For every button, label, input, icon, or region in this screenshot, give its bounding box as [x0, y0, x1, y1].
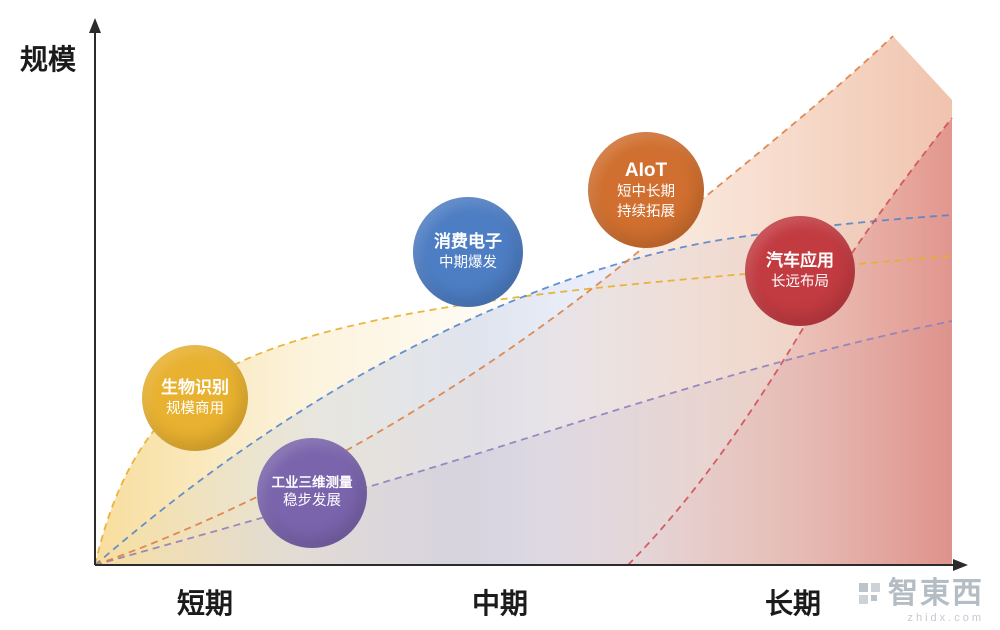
area-automotive	[628, 118, 952, 565]
bubble-consumer-electronics: 消费电子 中期爆发	[413, 197, 523, 307]
bubble-consumer-electronics-title: 消费电子	[434, 231, 502, 251]
curve-aiot	[94, 35, 894, 566]
bubble-biometric-title: 生物识别	[161, 377, 229, 397]
bubble-biometric: 生物识别 规模商用	[142, 345, 248, 451]
curve-consumer-electronics	[94, 214, 953, 566]
curve-automotive	[627, 117, 953, 566]
bubble-industrial-3d-subtitle: 稳步发展	[283, 493, 341, 510]
watermark-logo-text: 智東西	[888, 577, 984, 610]
x-tick-long-term: 长期	[764, 588, 822, 619]
watermark-grid-icon	[859, 583, 881, 610]
bubble-industrial-3d: 工业三维测量 稳步发展	[257, 438, 367, 548]
y-axis-arrow-icon	[89, 18, 101, 33]
x-tick-short-term: 短期	[176, 588, 234, 619]
bubble-consumer-electronics-subtitle: 中期爆发	[439, 254, 497, 271]
curve-industrial-3d	[94, 320, 953, 566]
bubble-aiot-subtitle-line2: 持续拓展	[617, 203, 675, 220]
watermark-domain-text: zhidx.com	[907, 612, 984, 624]
bubble-aiot-subtitle-line1: 短中长期	[617, 184, 675, 201]
bubble-automotive-title: 汽车应用	[766, 250, 834, 270]
bubble-automotive: 汽车应用 长远布局	[745, 216, 855, 326]
x-tick-mid-term: 中期	[471, 588, 529, 619]
bubble-aiot-title: AIoT	[624, 159, 668, 181]
x-axis-arrow-icon	[953, 559, 968, 571]
bubble-aiot: AIoT 短中长期 持续拓展	[588, 132, 704, 248]
bubble-industrial-3d-title: 工业三维测量	[271, 475, 353, 491]
y-axis-label: 规模	[20, 44, 77, 75]
bubble-biometric-subtitle: 规模商用	[166, 400, 224, 417]
watermark: 智東西 zhidx.com	[859, 579, 984, 624]
bubble-automotive-subtitle: 长远布局	[771, 273, 829, 290]
